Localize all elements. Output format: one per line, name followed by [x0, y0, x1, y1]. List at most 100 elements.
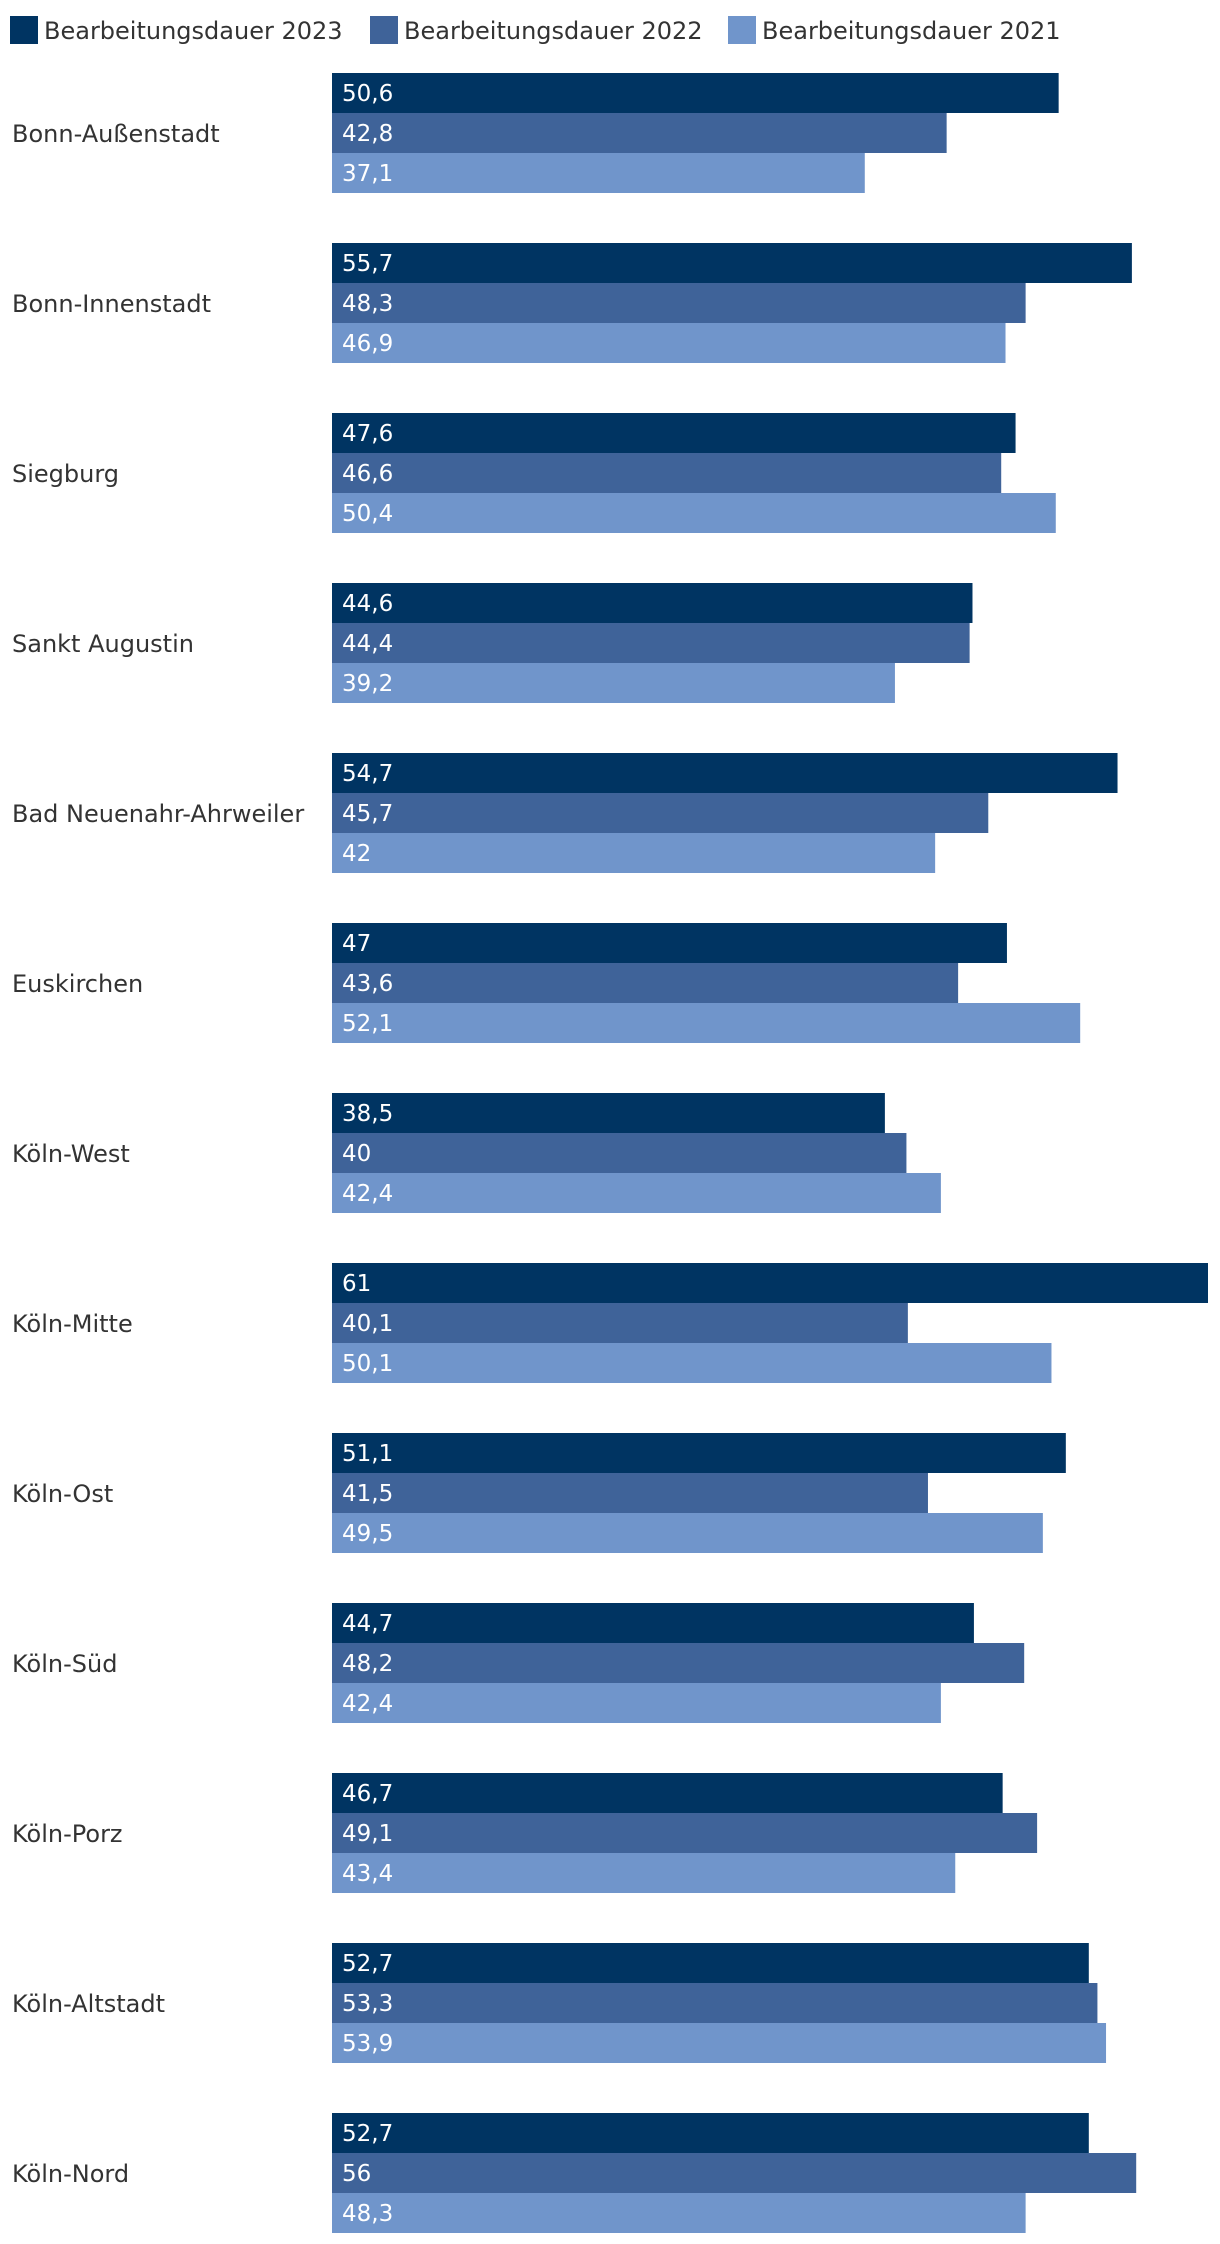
bar[interactable] — [332, 1093, 885, 1133]
bar[interactable] — [332, 663, 895, 703]
bar[interactable] — [332, 453, 1002, 493]
bar[interactable] — [332, 2153, 1137, 2193]
category-axis: Bonn-Außenstadt Bonn-Innenstadt Siegburg Sa… — [12, 120, 304, 2188]
bar[interactable] — [332, 1943, 1089, 1983]
bar-value-label: 48,3 — [342, 2201, 393, 2227]
legend-item[interactable]: Bearbeitungsdauer 2022 — [370, 16, 703, 45]
bar[interactable] — [332, 1513, 1043, 1553]
bar-value-label: 49,5 — [342, 1521, 393, 1547]
bar-value-label: 44,7 — [342, 1611, 393, 1637]
category-label: Bonn-Außenstadt — [12, 120, 220, 148]
legend-item[interactable]: Bearbeitungsdauer 2021 — [728, 16, 1061, 45]
bar[interactable] — [332, 1173, 941, 1213]
bar-value-label: 42 — [342, 841, 371, 867]
bar-value-label: 52,7 — [342, 2121, 393, 2147]
bar-value-label: 46,6 — [342, 461, 393, 487]
bar-group: 51,1 41,5 49,5 — [332, 1433, 1066, 1553]
bar[interactable] — [332, 793, 989, 833]
legend-item[interactable]: Bearbeitungsdauer 2023 — [10, 16, 343, 45]
bar-value-label: 50,1 — [342, 1351, 393, 1377]
bar[interactable] — [332, 1303, 908, 1343]
bar-value-label: 53,3 — [342, 1991, 393, 2017]
bar-value-label: 42,4 — [342, 1181, 393, 1207]
bar-value-label: 53,9 — [342, 2031, 393, 2057]
bar[interactable] — [332, 583, 973, 623]
bar-group: 61 40,1 50,1 — [332, 1263, 1208, 1383]
bar-group: 54,7 45,7 42 — [332, 753, 1118, 873]
bar-value-label: 52,7 — [342, 1951, 393, 1977]
legend-swatch — [728, 16, 756, 44]
category-label: Köln-Porz — [12, 1820, 123, 1848]
legend: Bearbeitungsdauer 2023 Bearbeitungsdauer … — [10, 16, 1061, 45]
bar-value-label: 47,6 — [342, 421, 393, 447]
legend-swatch — [370, 16, 398, 44]
category-label: Köln-Ost — [12, 1480, 113, 1508]
bar-group: 44,6 44,4 39,2 — [332, 583, 973, 703]
category-label: Köln-Nord — [12, 2160, 129, 2188]
category-label: Köln-Süd — [12, 1650, 117, 1678]
bar-value-label: 44,6 — [342, 591, 393, 617]
bar[interactable] — [332, 1643, 1025, 1683]
bar[interactable] — [332, 1773, 1003, 1813]
bar[interactable] — [332, 1683, 941, 1723]
bar[interactable] — [332, 1603, 974, 1643]
bar[interactable] — [332, 833, 936, 873]
bar-value-label: 40,1 — [342, 1311, 393, 1337]
bar[interactable] — [332, 923, 1007, 963]
bar-value-label: 42,8 — [342, 121, 393, 147]
bar-group: 47 43,6 52,1 — [332, 923, 1081, 1043]
bars-area: 50,6 42,8 37,1 55,7 48,3 46,9 47,6 46,6 50,4 44,6… — [332, 73, 1208, 2233]
bar-value-label: 42,4 — [342, 1691, 393, 1717]
bar-value-label: 44,4 — [342, 631, 393, 657]
bar-group: 44,7 48,2 42,4 — [332, 1603, 1025, 1723]
bar-group: 38,5 40 42,4 — [332, 1093, 941, 1213]
bar[interactable] — [332, 963, 959, 1003]
bar[interactable] — [332, 1433, 1066, 1473]
bar-value-label: 52,1 — [342, 1011, 393, 1037]
bar[interactable] — [332, 73, 1059, 113]
bar[interactable] — [332, 2023, 1107, 2063]
bar-value-label: 55,7 — [342, 251, 393, 277]
bar[interactable] — [332, 323, 1006, 363]
category-label: Köln-Mitte — [12, 1310, 133, 1338]
bar-value-label: 47 — [342, 931, 371, 957]
bar-value-label: 50,6 — [342, 81, 393, 107]
bar[interactable] — [332, 243, 1132, 283]
bar[interactable] — [332, 493, 1056, 533]
bar-value-label: 56 — [342, 2161, 371, 2187]
bar[interactable] — [332, 113, 947, 153]
bar-group: 52,7 56 48,3 — [332, 2113, 1137, 2233]
bar[interactable] — [332, 1133, 907, 1173]
bar-group: 50,6 42,8 37,1 — [332, 73, 1059, 193]
bar-group: 52,7 53,3 53,9 — [332, 1943, 1107, 2063]
bar-value-label: 43,6 — [342, 971, 393, 997]
bar[interactable] — [332, 753, 1118, 793]
bar[interactable] — [332, 1813, 1038, 1853]
bar[interactable] — [332, 623, 970, 663]
legend-label: Bearbeitungsdauer 2021 — [762, 17, 1061, 45]
bar[interactable] — [332, 1343, 1052, 1383]
bar[interactable] — [332, 2113, 1089, 2153]
category-label: Bad Neuenahr-Ahrweiler — [12, 800, 304, 828]
legend-label: Bearbeitungsdauer 2022 — [404, 17, 703, 45]
bar[interactable] — [332, 153, 865, 193]
bar[interactable] — [332, 2193, 1026, 2233]
bar[interactable] — [332, 1983, 1098, 2023]
bar[interactable] — [332, 1263, 1208, 1303]
category-label: Bonn-Innenstadt — [12, 290, 211, 318]
bar[interactable] — [332, 1003, 1081, 1043]
legend-swatch — [10, 16, 38, 44]
bar[interactable] — [332, 1853, 956, 1893]
bar-value-label: 61 — [342, 1271, 371, 1297]
bar-group: 47,6 46,6 50,4 — [332, 413, 1056, 533]
bar-value-label: 54,7 — [342, 761, 393, 787]
bar-value-label: 43,4 — [342, 1861, 393, 1887]
bar[interactable] — [332, 1473, 928, 1513]
bar[interactable] — [332, 413, 1016, 453]
category-label: Euskirchen — [12, 970, 143, 998]
bar-value-label: 40 — [342, 1141, 371, 1167]
bar-value-label: 49,1 — [342, 1821, 393, 1847]
legend-label: Bearbeitungsdauer 2023 — [44, 17, 343, 45]
bar[interactable] — [332, 283, 1026, 323]
